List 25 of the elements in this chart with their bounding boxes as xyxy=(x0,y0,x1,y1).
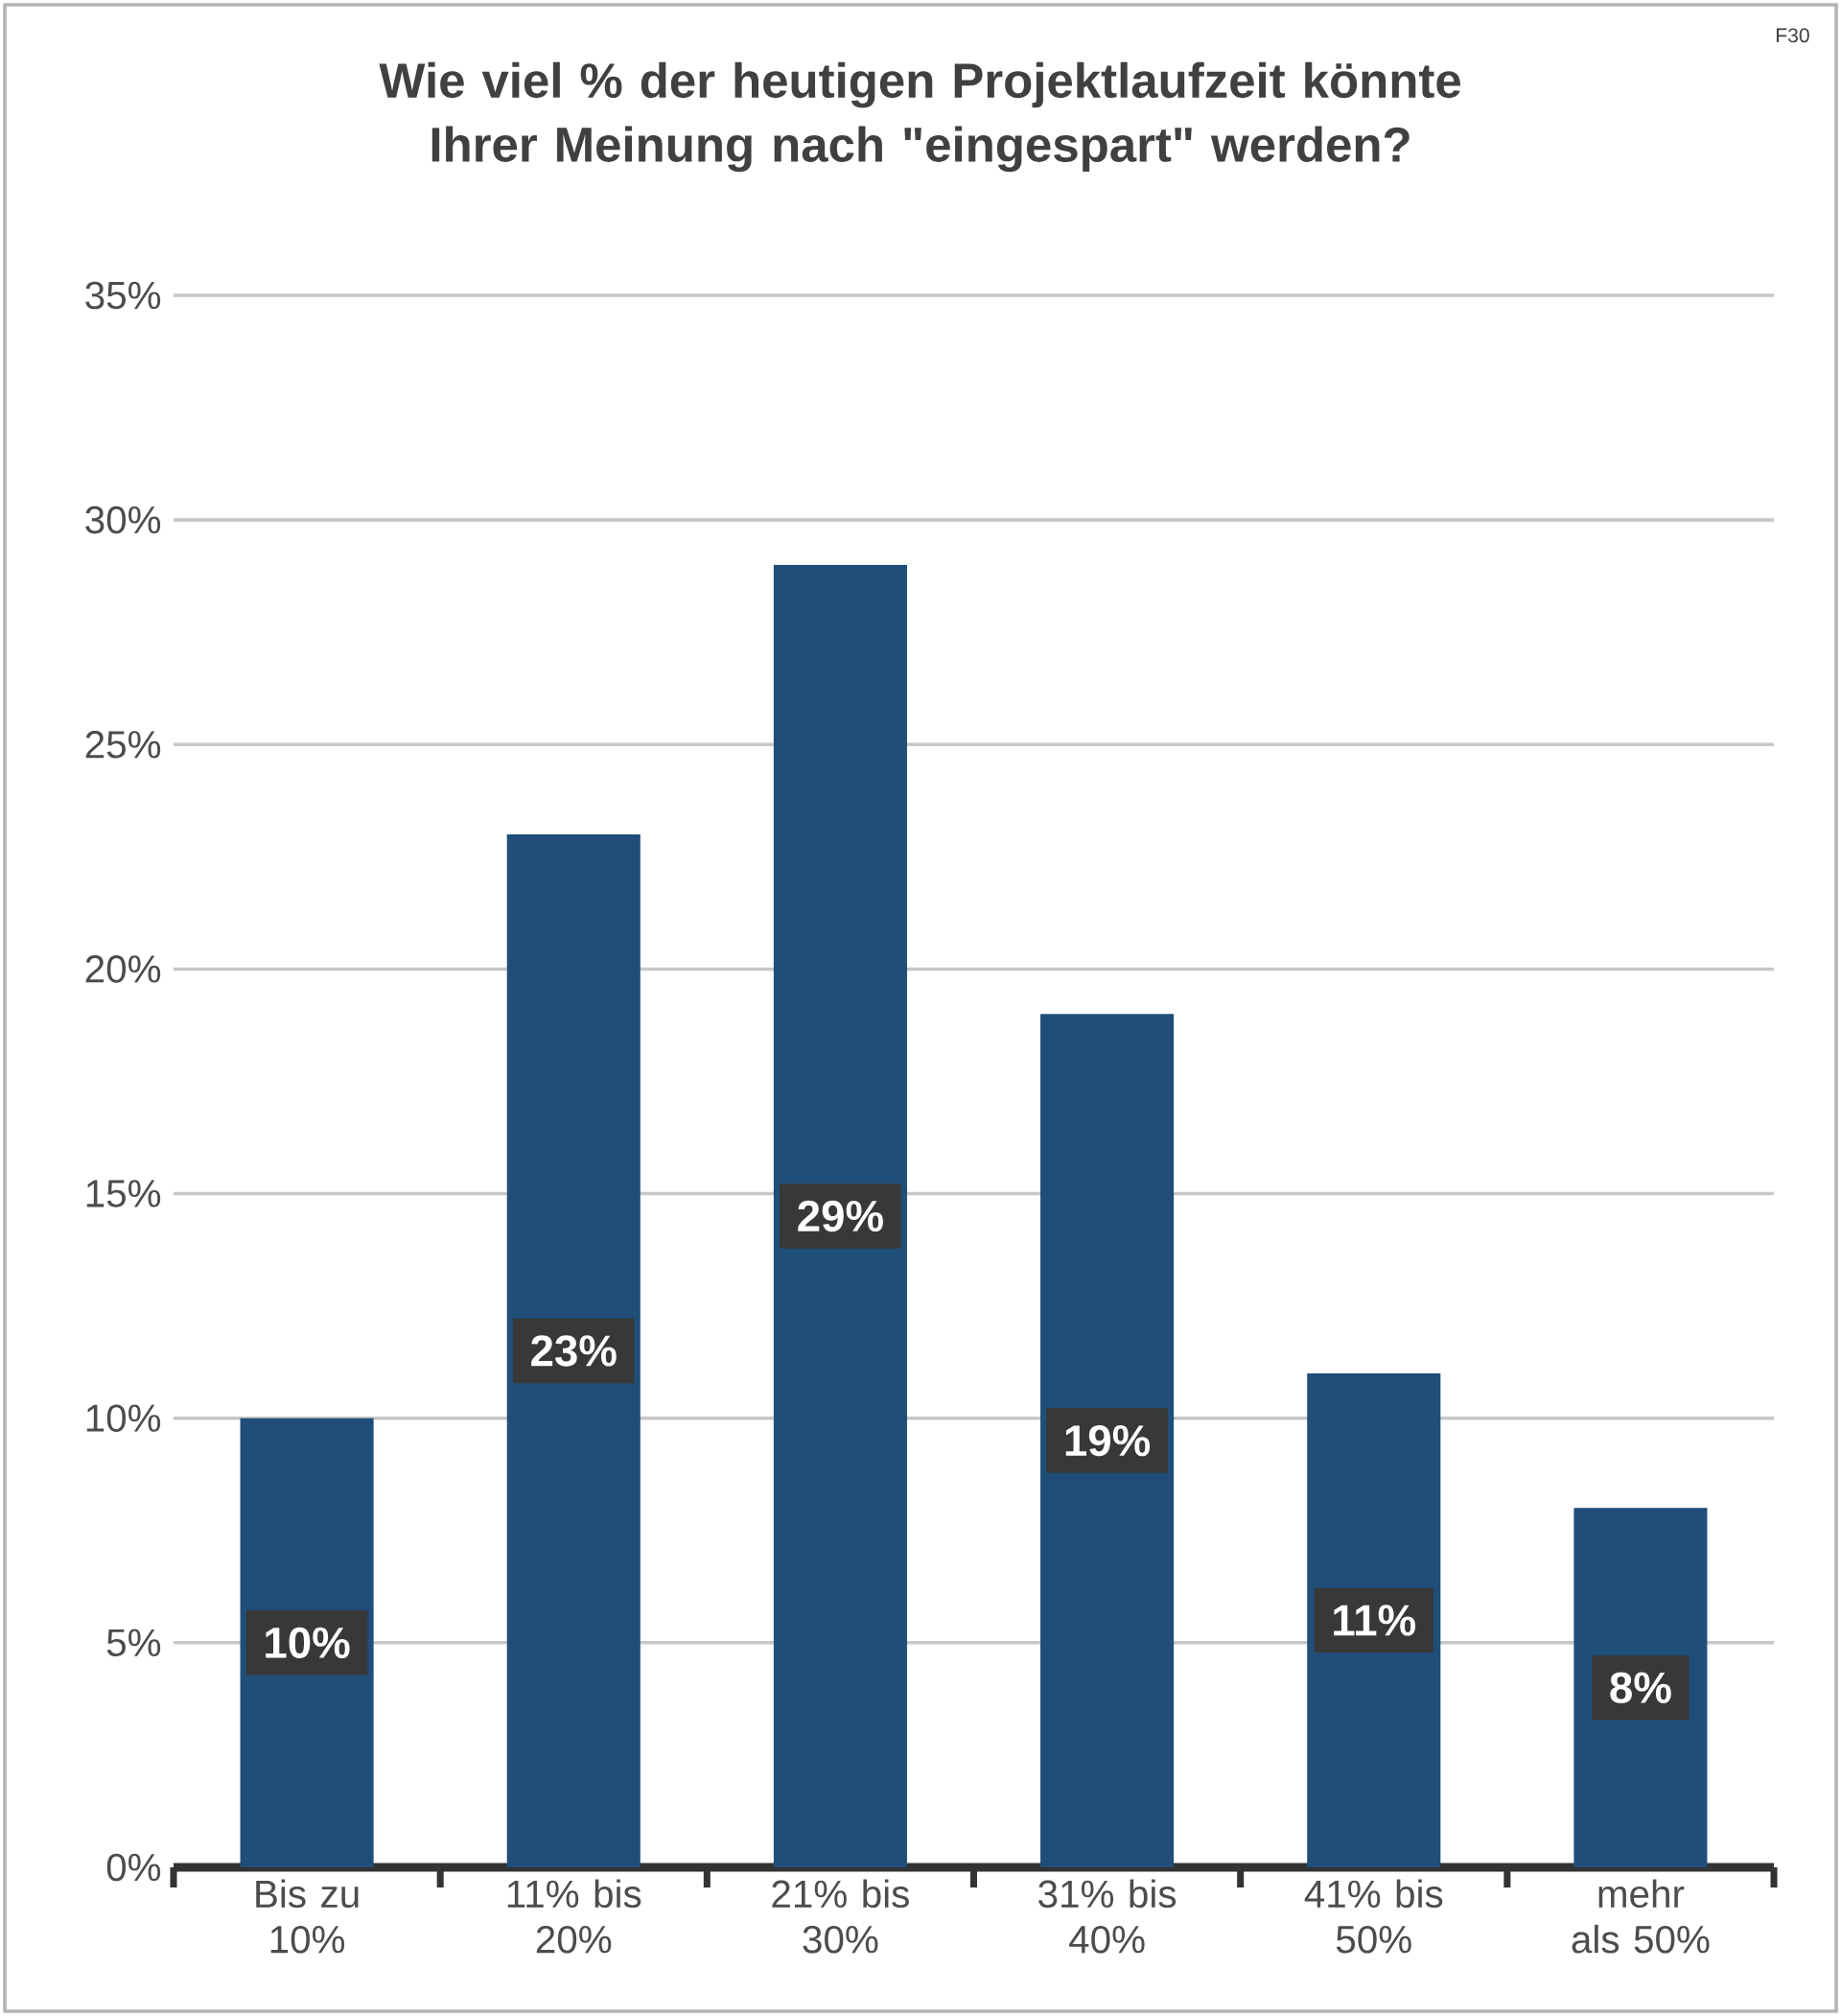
bar xyxy=(773,564,907,1867)
bar xyxy=(1040,1014,1175,1867)
data-label: 11% xyxy=(1334,1605,1416,1636)
y-tick-label: 30% xyxy=(85,505,161,534)
y-tick-label: 0% xyxy=(106,1853,161,1882)
y-tick-label: 15% xyxy=(86,1180,161,1207)
y-tick-label: 25% xyxy=(85,730,161,759)
data-label: 19% xyxy=(1065,1424,1151,1457)
data-label: 8% xyxy=(1610,1672,1671,1703)
y-tick-label: 5% xyxy=(106,1629,161,1657)
x-tick-label: 31% bis 40% xyxy=(1038,1879,1177,1954)
x-tick-label: Bis zu 10% xyxy=(256,1879,359,1954)
y-tick-label: 10% xyxy=(86,1404,161,1433)
data-label: 23% xyxy=(531,1335,617,1367)
x-tick-label: 41% bis 50% xyxy=(1304,1879,1443,1954)
data-label: 10% xyxy=(266,1627,350,1659)
x-tick-label: 21% bis 30% xyxy=(772,1879,909,1954)
data-label: 29% xyxy=(798,1200,883,1232)
y-tick-label: 35% xyxy=(85,281,161,310)
text: F30 xyxy=(1776,28,1809,43)
chart-title: Wie viel % der heutigen Projektlaufzeit könnte Ihrer Meinung nach "eingespart" werden? xyxy=(379,61,1461,173)
x-tick-label: 11% bis 20% xyxy=(507,1879,641,1954)
bar xyxy=(506,833,641,1867)
y-tick-label: 20% xyxy=(85,955,161,983)
x-tick-label: mehr als 50% xyxy=(1572,1879,1710,1954)
